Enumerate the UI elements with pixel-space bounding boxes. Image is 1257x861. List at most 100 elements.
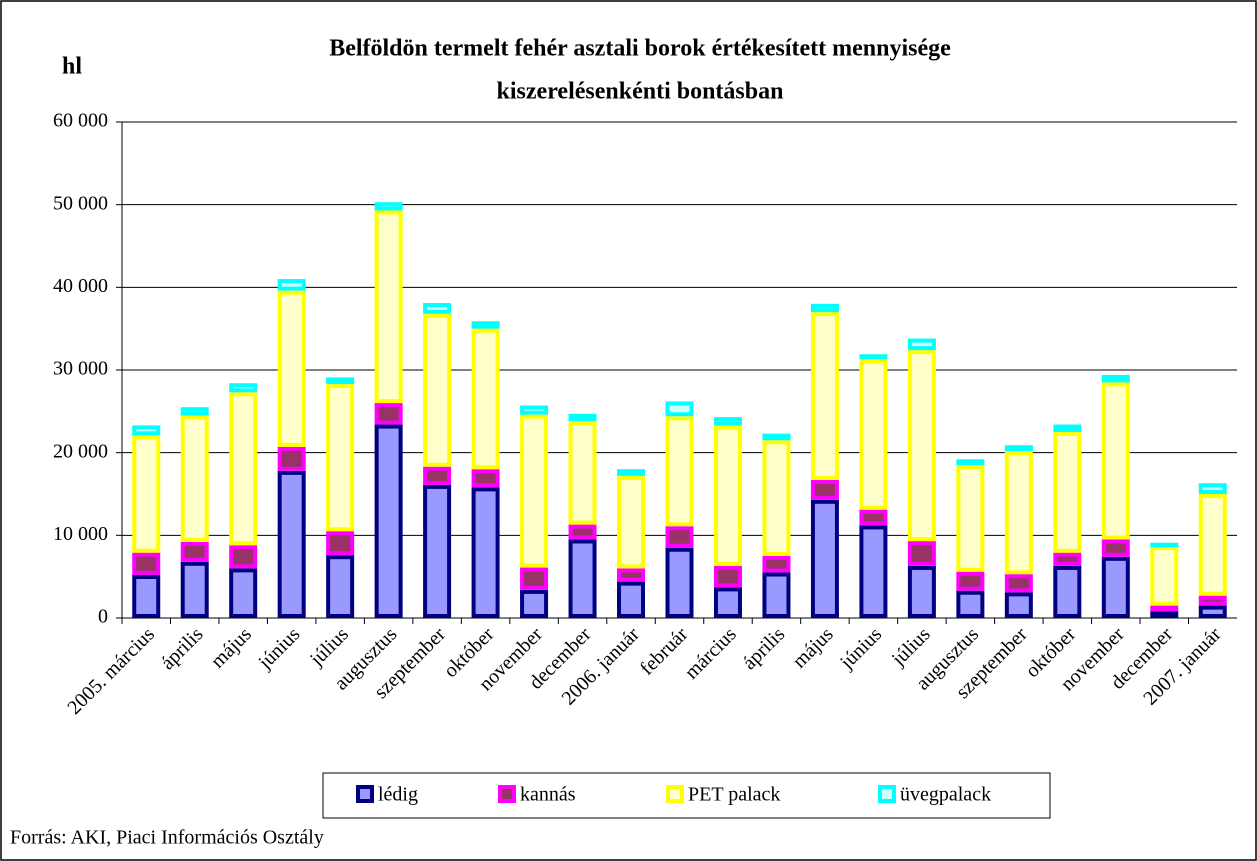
bar-segment — [520, 567, 549, 590]
bar-segment — [1053, 552, 1082, 566]
bar-segment — [1150, 605, 1179, 612]
bar-segment — [423, 313, 452, 467]
bar-segment — [277, 279, 306, 291]
bar-segment — [762, 572, 791, 618]
bar-segment — [229, 383, 258, 393]
bar-segment — [471, 328, 500, 470]
y-tick-label: 60 000 — [53, 110, 108, 132]
bar-segment — [617, 469, 646, 476]
bar-segment — [229, 545, 258, 569]
bar-segment — [471, 321, 500, 329]
legend-swatch — [356, 785, 374, 803]
bar-segment — [1053, 565, 1082, 618]
bar-segment — [1150, 542, 1179, 548]
bar-segment — [762, 433, 791, 441]
bar-segment — [471, 469, 500, 488]
bar-segment — [810, 499, 839, 618]
bar-segment — [1101, 374, 1130, 383]
y-tick-label: 40 000 — [53, 275, 108, 297]
bar-segment — [132, 435, 161, 553]
bar-segment — [1150, 611, 1179, 618]
y-tick-label: 50 000 — [53, 192, 108, 214]
bar-segment — [277, 446, 306, 471]
bar-segment — [956, 590, 985, 618]
bar-segment — [374, 202, 403, 211]
bar-segment — [180, 561, 209, 619]
bar-segment — [1101, 382, 1130, 540]
bar-segment — [180, 541, 209, 562]
bar-segment — [859, 354, 888, 360]
bar-segment — [277, 290, 306, 447]
bar-segment — [713, 425, 742, 566]
legend-swatch — [878, 785, 896, 803]
bar-segment — [810, 479, 839, 500]
bar-segment — [326, 555, 355, 619]
bar-segment — [907, 338, 936, 351]
bar-segment — [1101, 539, 1130, 557]
legend-label: kannás — [520, 784, 576, 806]
y-axis-label: hl — [62, 54, 82, 80]
bar-segment — [810, 303, 839, 313]
bar-segment — [326, 384, 355, 532]
bar-segment — [859, 525, 888, 618]
bar-segment — [713, 565, 742, 588]
bar-segment — [1053, 432, 1082, 553]
bar-segment — [132, 425, 161, 436]
bar-segment — [665, 416, 694, 527]
bar-segment — [1004, 451, 1033, 575]
bar-segment — [1150, 546, 1179, 606]
bar-segment — [423, 484, 452, 619]
bar-segment — [762, 556, 791, 573]
bar-segment — [907, 350, 936, 542]
bar-segment — [1101, 556, 1130, 618]
bar-segment — [568, 539, 597, 619]
legend-swatch — [498, 785, 516, 803]
y-tick-label: 20 000 — [53, 440, 108, 462]
bar-segment — [1198, 494, 1227, 596]
y-tick-label: 30 000 — [53, 358, 108, 380]
bar-segment — [665, 547, 694, 619]
bar-segment — [956, 571, 985, 591]
bar-segment — [374, 403, 403, 425]
bar-segment — [713, 587, 742, 618]
bar-segment — [568, 413, 597, 422]
bar-segment — [180, 407, 209, 416]
bar-segment — [568, 421, 597, 525]
bar-segment — [907, 541, 936, 566]
bar-segment — [617, 581, 646, 618]
bar-segment — [859, 359, 888, 510]
bar-segment — [1004, 592, 1033, 619]
bar-segment — [180, 415, 209, 542]
y-tick-label: 10 000 — [53, 523, 108, 545]
bar-segment — [956, 459, 985, 466]
bar-segment — [277, 470, 306, 618]
bar-segment — [810, 312, 839, 480]
bar-segment — [374, 424, 403, 618]
chart-title: kiszerelésenkénti bontásban — [497, 79, 784, 105]
bar-segment — [374, 210, 403, 404]
bar-segment — [229, 392, 258, 546]
legend-label: PET palack — [688, 784, 780, 806]
bar-segment — [617, 568, 646, 582]
bar-segment — [132, 575, 161, 618]
bar-segment — [1053, 424, 1082, 432]
bar-segment — [1198, 595, 1227, 606]
bar-segment — [423, 303, 452, 314]
bar-segment — [471, 487, 500, 618]
bar-segment — [1198, 483, 1227, 494]
bar-segment — [520, 414, 549, 568]
bar-segment — [665, 526, 694, 548]
bar-segment — [423, 466, 452, 485]
bar-segment — [956, 465, 985, 572]
chart-title: Belföldön termelt fehér asztali borok ér… — [329, 36, 951, 62]
bar-segment — [859, 509, 888, 526]
bar-segment — [1004, 574, 1033, 593]
bar-segment — [326, 377, 355, 385]
bar-segment — [617, 475, 646, 569]
bar-segment — [713, 417, 742, 426]
bar-segment — [762, 440, 791, 556]
bar-segment — [520, 405, 549, 415]
bar-segment — [1004, 445, 1033, 452]
